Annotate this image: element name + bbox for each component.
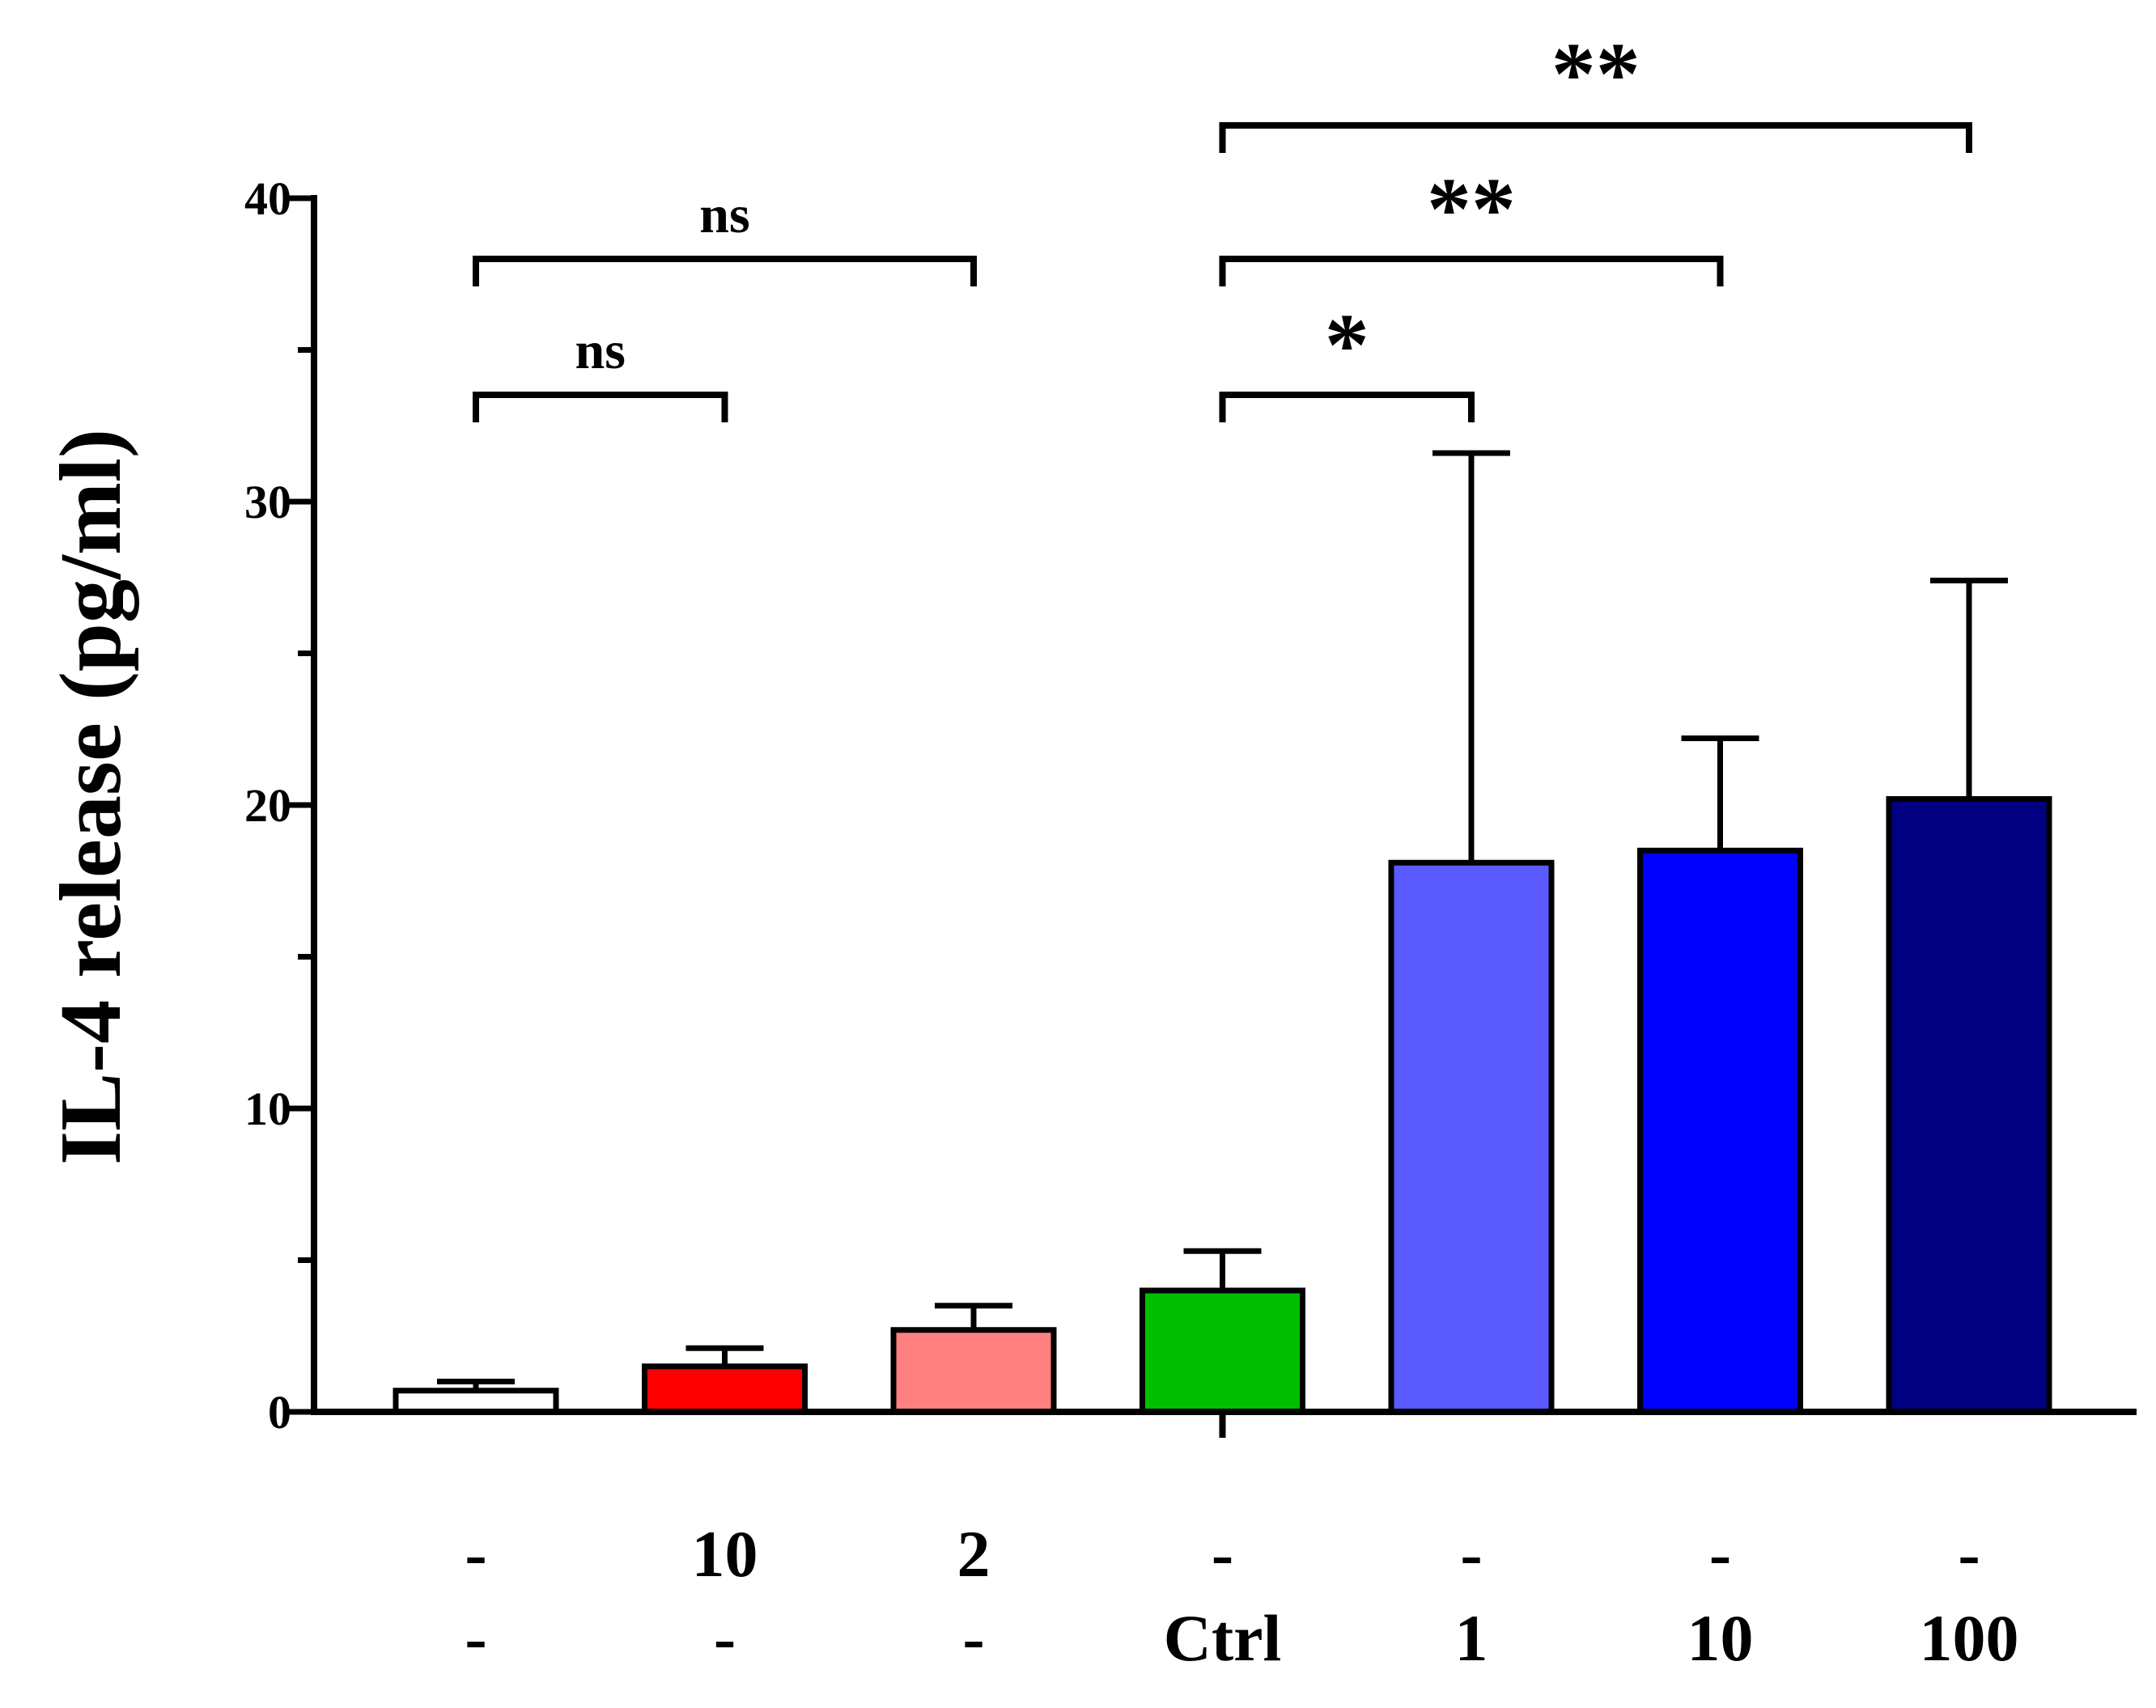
significance-bracket: ** — [1219, 24, 1972, 153]
significance-bracket: ns — [473, 321, 728, 422]
error-bars-layer — [437, 450, 2008, 1391]
y-tick-label: 30 — [244, 476, 291, 528]
error-bar — [1432, 450, 1510, 863]
y-tick-label: 0 — [268, 1386, 291, 1439]
bar — [890, 1327, 1057, 1415]
significance-label: ** — [1427, 159, 1516, 258]
category-label: - — [1212, 1517, 1233, 1591]
category-label: 10 — [1687, 1601, 1754, 1675]
significance-bracket: ** — [1219, 159, 1724, 286]
category-label: - — [465, 1517, 486, 1591]
category-label: - — [714, 1601, 736, 1675]
y-tick-label: 20 — [244, 779, 291, 832]
category-label: - — [1460, 1517, 1482, 1591]
category-label: - — [1958, 1517, 1980, 1591]
category-label: 100 — [1920, 1601, 2019, 1675]
category-label: - — [465, 1601, 486, 1675]
significance-bracket: * — [1219, 295, 1475, 422]
y-axis-title: IL-4 release (pg/ml) — [43, 429, 139, 1165]
error-bar — [437, 1379, 515, 1391]
y-tick-label: 10 — [244, 1083, 291, 1135]
significance-label: * — [1325, 295, 1369, 394]
bars-layer — [393, 796, 2052, 1415]
significance-label: ns — [575, 321, 626, 380]
bar — [1388, 859, 1555, 1415]
bracket-line — [473, 392, 728, 422]
bracket-line — [1219, 122, 1972, 153]
error-bar — [935, 1303, 1012, 1330]
bracket-line — [1219, 256, 1724, 286]
category-labels-layer: - 10 2 - - - - - - - Ctrl 1 10 100 — [465, 1517, 2018, 1675]
significance-bracket: ns — [473, 185, 977, 286]
error-bar — [1183, 1248, 1262, 1291]
category-label: 10 — [692, 1517, 758, 1591]
category-label: 1 — [1455, 1601, 1488, 1675]
significance-label: ** — [1551, 24, 1640, 123]
category-label: - — [1709, 1517, 1731, 1591]
axes-layer: 0 10 20 30 40 — [244, 172, 2137, 1439]
bar — [1140, 1287, 1305, 1415]
bar — [1886, 796, 2052, 1415]
bar — [642, 1363, 808, 1415]
significance-label: ns — [699, 185, 749, 244]
bracket-line — [1219, 392, 1475, 422]
bracket-line — [473, 256, 977, 286]
error-bar — [685, 1345, 764, 1367]
category-label: - — [962, 1601, 984, 1675]
error-bar — [1681, 735, 1759, 851]
bar — [1637, 847, 1803, 1415]
category-label: Ctrl — [1164, 1601, 1282, 1675]
y-tick-label: 40 — [244, 172, 291, 225]
category-label: 2 — [957, 1517, 991, 1591]
error-bar — [1930, 578, 2008, 799]
